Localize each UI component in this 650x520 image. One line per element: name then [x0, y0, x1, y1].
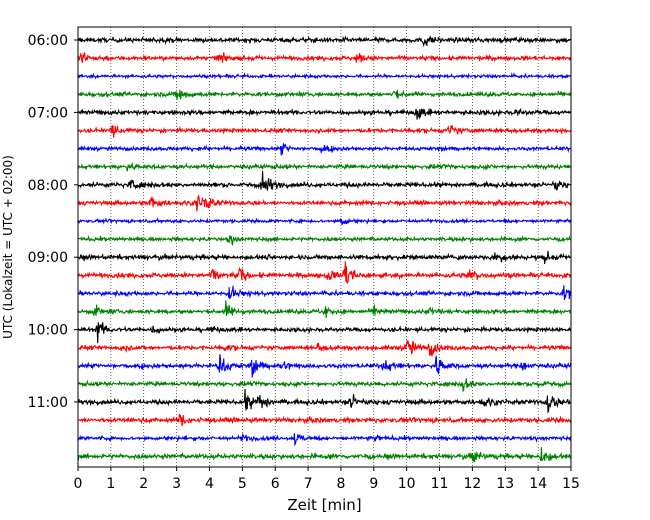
seismic-trace-row-6: [77, 143, 572, 156]
x-tick-label: 9: [369, 476, 378, 492]
x-tick-label: 14: [529, 476, 547, 492]
seismic-trace-row-20: [77, 388, 572, 414]
y-axis-label: UTC (Lokalzeit = UTC + 02:00): [1, 155, 15, 339]
x-tick-label: 1: [106, 476, 115, 492]
x-tick-label: 3: [172, 476, 181, 492]
x-tick-label: 7: [304, 476, 313, 492]
x-axis-label: Zeit [min]: [287, 496, 361, 514]
y-tick-label: 07:00: [28, 105, 68, 121]
x-tick-label: 12: [463, 476, 481, 492]
seismic-trace-row-7: [77, 162, 572, 172]
seismic-trace-row-9: [77, 194, 572, 212]
seismic-trace-row-18: [77, 354, 572, 378]
x-tick-label: 6: [271, 476, 280, 492]
x-tick-label: 4: [205, 476, 214, 492]
y-axis: 06:00 07:00 08:00 09:00 10:00 11:00: [28, 33, 78, 411]
seismic-trace-row-13: [77, 261, 572, 284]
seismic-trace-row-21: [77, 413, 572, 427]
seismic-trace-row-22: [77, 432, 572, 447]
seismic-trace-row-15: [77, 300, 572, 318]
y-tick-label: 09:00: [28, 250, 68, 266]
seismic-trace-row-17: [77, 340, 572, 357]
x-tick-label: 11: [431, 476, 449, 492]
y-tick-label: 10:00: [28, 323, 68, 339]
x-tick-label: 8: [336, 476, 345, 492]
x-axis: 0 1 2 3 4 5 6 7 8 9 10 11 12 13 14 15: [74, 467, 580, 492]
y-tick-label: 08:00: [28, 178, 68, 194]
seismic-trace-row-1: [77, 52, 572, 63]
seismic-trace-row-23: [77, 447, 572, 463]
plot-frame: [77, 26, 572, 468]
grid-layer: [110, 27, 539, 467]
seismic-trace-row-10: [77, 217, 572, 226]
seismic-trace-row-11: [77, 234, 572, 246]
seismic-trace-row-19: [77, 378, 572, 392]
seismic-trace-row-4: [77, 107, 572, 120]
seismic-trace-row-12: [77, 250, 572, 264]
x-tick-label: 10: [398, 476, 416, 492]
y-tick-label: 06:00: [28, 33, 68, 49]
seismic-trace-row-8: [77, 170, 572, 191]
seismic-trace-row-0: [77, 35, 572, 48]
x-tick-label: 13: [496, 476, 514, 492]
seismic-trace-row-3: [77, 89, 572, 100]
seismic-trace-row-14: [77, 285, 572, 301]
y-tick-label: 11:00: [28, 395, 68, 411]
x-tick-label: 2: [139, 476, 148, 492]
seismic-trace-row-5: [77, 124, 572, 138]
x-tick-label: 5: [238, 476, 247, 492]
x-tick-label: 15: [562, 476, 580, 492]
seismic-trace-row-2: [77, 71, 572, 80]
seismic-trace-row-16: [77, 322, 572, 344]
traces-layer: [77, 35, 572, 463]
x-tick-label: 0: [74, 476, 83, 492]
